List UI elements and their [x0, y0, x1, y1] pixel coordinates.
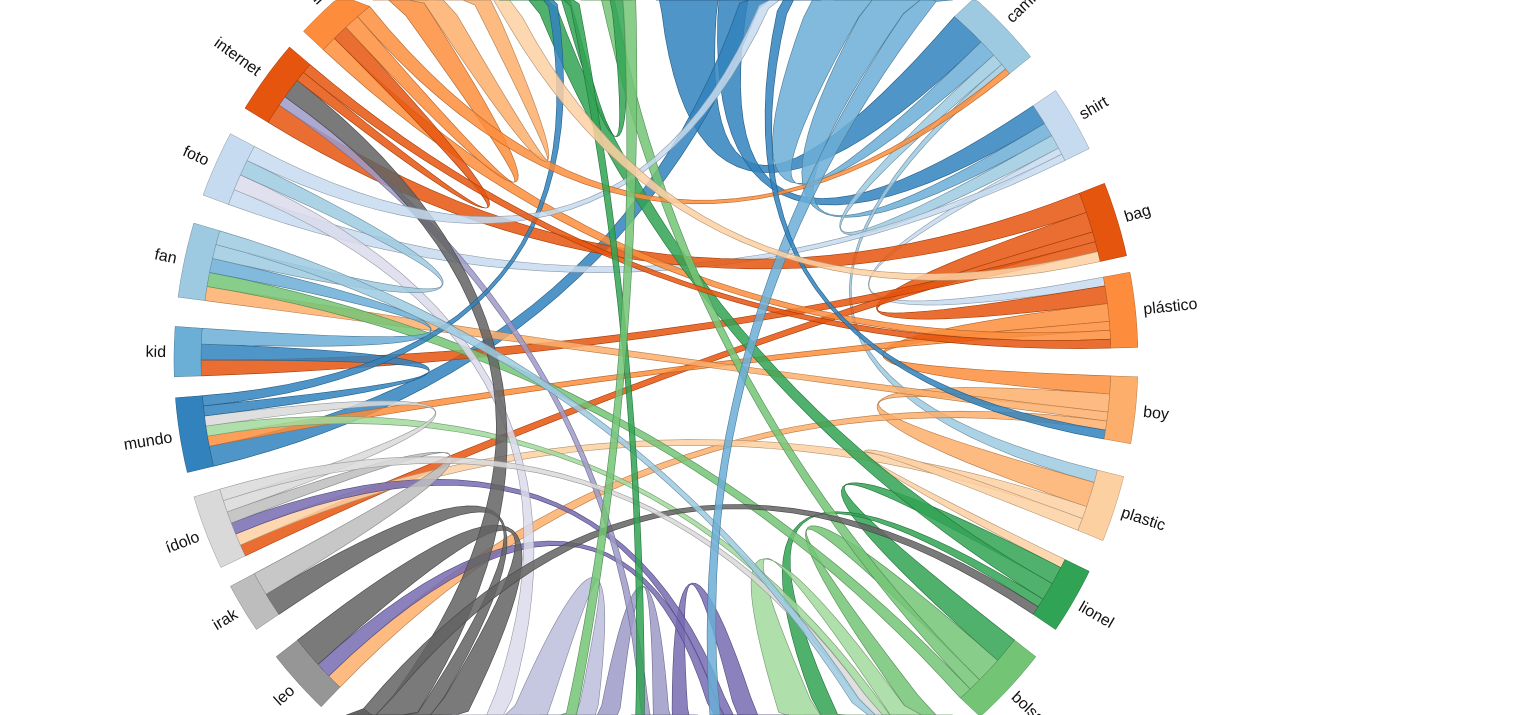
group-label: ídolo	[163, 529, 202, 557]
group-arc	[303, 0, 371, 51]
group-label: leo	[271, 682, 298, 709]
chord-ribbon	[202, 0, 564, 407]
group-arc	[175, 395, 214, 473]
chord-ribbon	[545, 0, 638, 715]
chord-ribbon	[863, 449, 1083, 569]
group-label: boy	[1142, 404, 1169, 424]
group-label: bag	[1122, 202, 1153, 226]
chord-ribbon	[583, 585, 675, 715]
group-arc	[177, 222, 221, 301]
group-arc	[1032, 90, 1090, 161]
group-label: shirt	[1077, 93, 1112, 123]
chord-ribbon	[671, 582, 782, 715]
group-label: camiseta	[1003, 0, 1061, 27]
group-label: fan	[153, 246, 178, 267]
group-arc	[954, 0, 1031, 75]
chord-ribbon	[226, 451, 453, 595]
group-label: bolsa	[1008, 689, 1048, 715]
chord-ribbon	[204, 400, 437, 513]
group-label: lionel	[1076, 599, 1117, 632]
chord-ribbon	[764, 0, 1106, 440]
group-label: foto	[180, 143, 211, 169]
chord-ribbon	[408, 0, 550, 162]
chord-ribbon	[772, 0, 995, 185]
chord-ribbon	[345, 0, 519, 183]
group-arc	[1078, 182, 1127, 262]
chord-ribbon	[219, 456, 899, 715]
group-arc	[1103, 271, 1139, 349]
group-label: di	[306, 0, 327, 8]
chord-ribbon	[467, 0, 1101, 281]
group-arc	[1032, 559, 1090, 630]
group-arc	[202, 133, 255, 205]
chord-ribbon	[717, 0, 1046, 206]
group-label: internet	[211, 35, 265, 80]
group-arcs	[173, 0, 1139, 715]
group-label: plastic	[1119, 504, 1167, 534]
group-arc	[1077, 469, 1125, 541]
group-arc	[1103, 375, 1138, 444]
chord-ribbon	[483, 577, 606, 715]
group-label: plástico	[1143, 296, 1199, 319]
group-arc	[244, 46, 311, 123]
group-arc	[193, 488, 246, 568]
group-arc	[960, 639, 1037, 715]
group-arc	[275, 639, 341, 708]
group-label: irak	[210, 606, 242, 634]
ribbons	[200, 0, 1112, 715]
chord-ribbon	[357, 5, 1011, 205]
chord-ribbon	[750, 557, 922, 715]
group-arc	[230, 573, 280, 630]
chord-ribbon	[706, 0, 937, 715]
group-label: mundo	[123, 429, 174, 453]
group-label: kid	[145, 344, 166, 361]
chord-ribbon	[215, 230, 892, 715]
group-arc	[173, 326, 203, 378]
group-arc	[833, 0, 953, 2]
chord-ribbon	[233, 174, 535, 715]
chord-ribbon	[656, 0, 982, 173]
chord-ribbon	[246, 0, 801, 224]
group-arc	[346, 708, 443, 715]
